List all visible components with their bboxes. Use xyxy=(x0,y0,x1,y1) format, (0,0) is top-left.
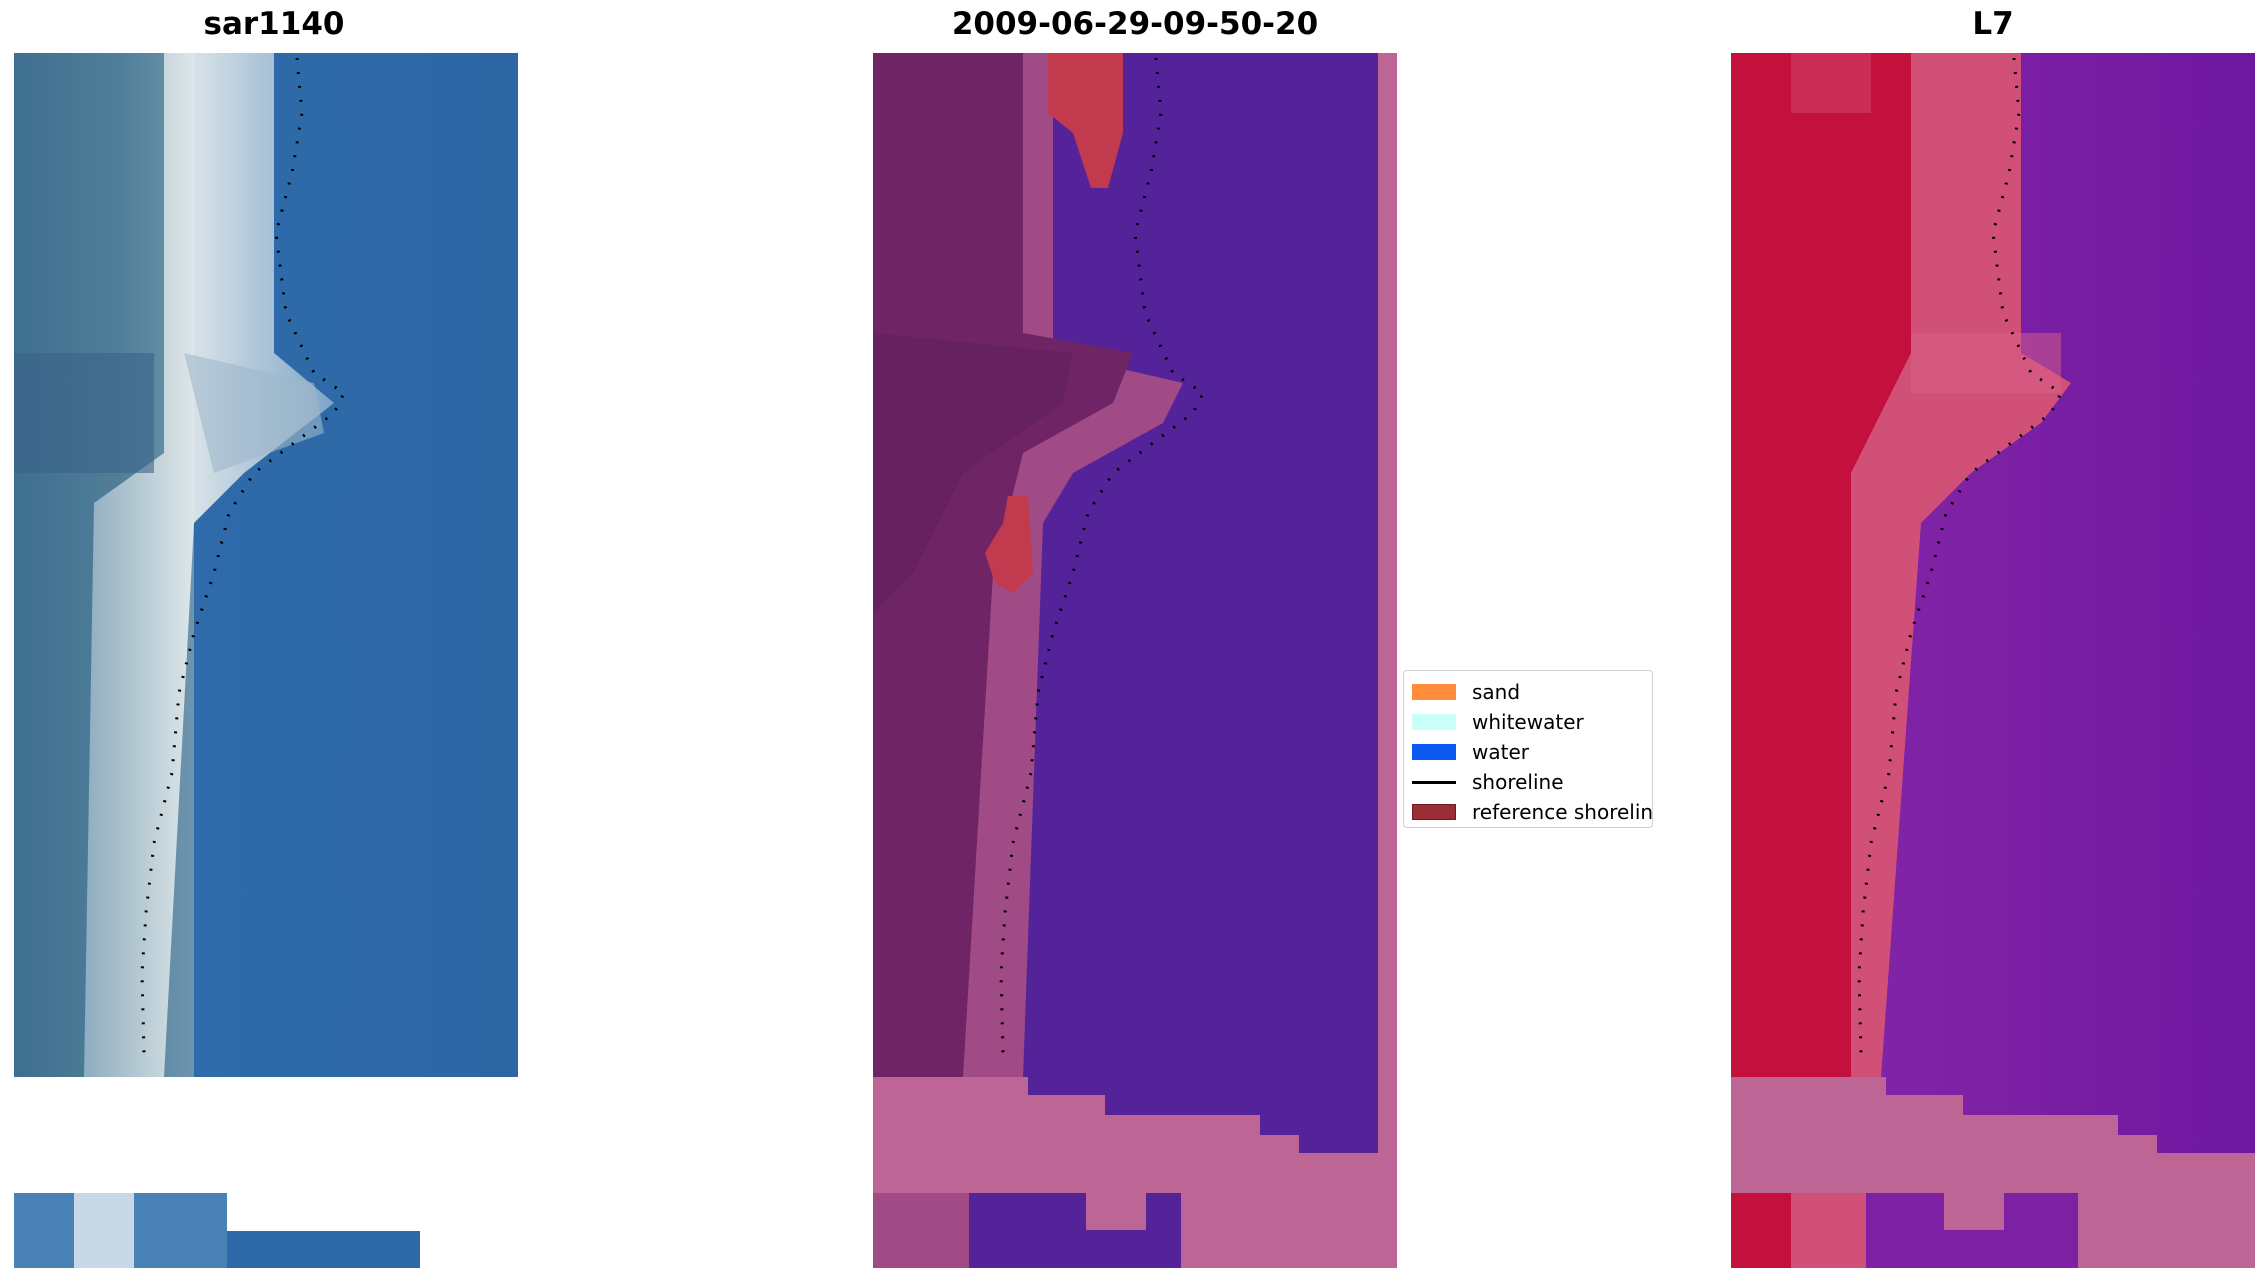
legend-swatch-water xyxy=(1412,744,1456,760)
legend-label-reference-shoreline-buffer: reference shoreline buffer xyxy=(1472,800,1653,824)
legend-swatch-whitewater xyxy=(1412,714,1456,730)
panel-title-index: L7 xyxy=(1972,6,2014,42)
legend-swatch-reference-shoreline-buffer xyxy=(1412,804,1456,820)
legend-item-whitewater: whitewater xyxy=(1412,707,1652,737)
legend-swatch-shoreline xyxy=(1412,780,1456,784)
legend-label-water: water xyxy=(1472,740,1529,764)
rgb-image-panel xyxy=(14,53,518,1268)
legend-swatch-sand xyxy=(1412,684,1456,700)
panel-title-classified: 2009-06-29-09-50-20 xyxy=(951,6,1319,42)
rgb-image xyxy=(14,53,518,1268)
index-image xyxy=(1731,53,2255,1268)
classified-image xyxy=(873,53,1397,1268)
panel-title-rgb: sar1140 xyxy=(203,6,345,42)
legend-item-shoreline: shoreline xyxy=(1412,767,1652,797)
legend: sand whitewater water shoreline referenc… xyxy=(1403,670,1653,828)
legend-label-whitewater: whitewater xyxy=(1472,710,1584,734)
legend-item-sand: sand xyxy=(1412,677,1652,707)
legend-item-reference-shoreline-buffer: reference shoreline buffer xyxy=(1412,797,1652,827)
legend-item-water: water xyxy=(1412,737,1652,767)
legend-label-sand: sand xyxy=(1472,680,1521,704)
classified-image-panel xyxy=(873,53,1397,1268)
index-image-panel xyxy=(1731,53,2255,1268)
legend-label-shoreline: shoreline xyxy=(1472,770,1564,794)
